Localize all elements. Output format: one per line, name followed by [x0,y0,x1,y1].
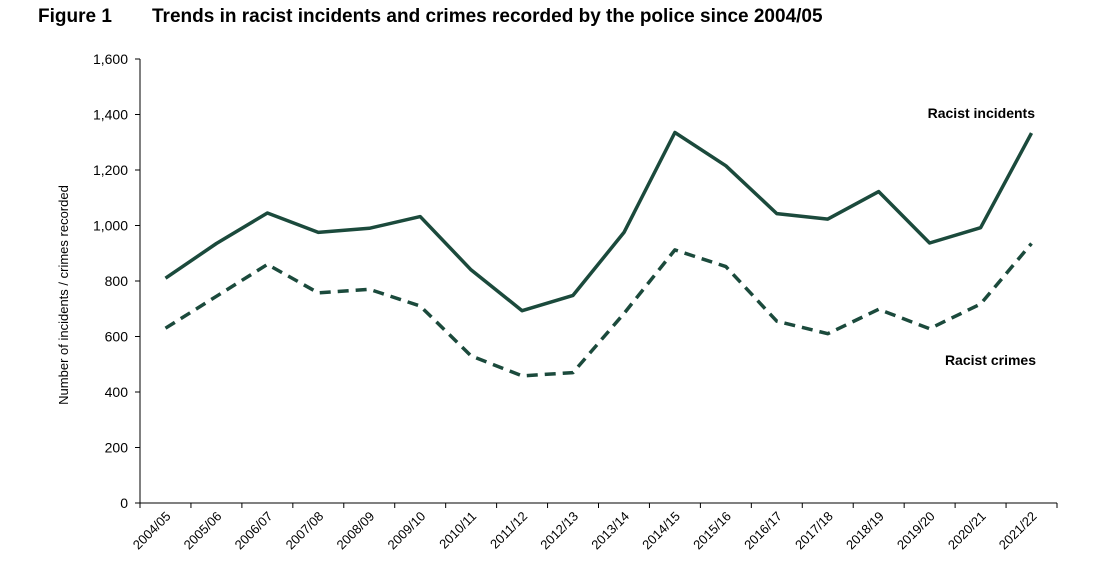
x-tick-label: 2015/16 [690,509,734,553]
series-line-racist-incidents [164,130,1034,313]
y-tick-label: 200 [105,440,129,456]
x-tick-label: 2019/20 [894,509,938,553]
x-axis-ticks: 2004/05 2005/06 2006/07 2007/08 2008/09 2009/… [130,503,1058,553]
y-tick-label: 400 [105,384,129,400]
y-tick-label: 1,600 [93,51,128,67]
series-lines [164,130,1034,378]
series-label-racist-crimes: Racist crimes [945,352,1036,368]
chart-title: Trends in racist incidents and crimes re… [152,6,823,27]
y-tick-label: 1,000 [93,218,128,234]
y-tick-label: 0 [120,495,128,511]
x-tick-label: 2021/22 [996,509,1040,553]
x-tick-label: 2017/18 [792,509,836,553]
x-tick-label: 2013/14 [588,509,632,553]
x-tick-label: 2006/07 [232,509,276,553]
y-axis-label: Number of incidents / crimes recorded [56,185,71,405]
x-tick-label: 2007/08 [283,509,327,553]
x-tick-label: 2018/19 [843,509,887,553]
x-tick-label: 2008/09 [334,509,378,553]
y-tick-label: 1,200 [93,162,128,178]
y-tick-label: 1,400 [93,107,128,123]
series-line-racist-crimes [164,242,1033,378]
figure-label: Figure 1 [38,6,112,27]
x-tick-label: 2009/10 [384,509,428,553]
axes [139,59,1057,504]
y-tick-label: 600 [105,329,129,345]
x-tick-label: 2005/06 [181,509,225,553]
x-tick-label: 2012/13 [537,509,581,553]
x-tick-label: 2020/21 [945,509,989,553]
x-tick-label: 2016/17 [741,509,785,553]
x-tick-label: 2011/12 [487,509,530,552]
x-tick-label: 2004/05 [130,509,174,553]
x-tick-label: 2014/15 [639,509,683,553]
y-tick-label: 800 [105,273,129,289]
x-tick-label: 2010/11 [436,509,479,552]
series-label-racist-incidents: Racist incidents [928,105,1036,121]
y-axis-ticks: 0 200 400 600 800 1,000 1,200 1,400 1,600 [93,51,140,511]
